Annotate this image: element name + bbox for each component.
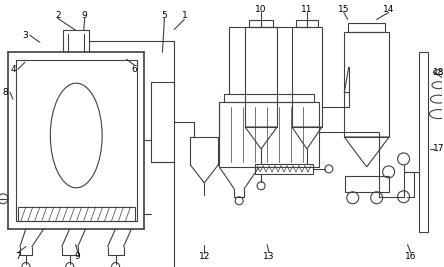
Text: 16: 16 bbox=[405, 252, 416, 261]
Text: 7: 7 bbox=[15, 252, 21, 261]
Bar bbox=[224, 94, 314, 102]
Text: 9: 9 bbox=[75, 252, 81, 261]
Bar bbox=[292, 28, 322, 127]
Bar bbox=[296, 20, 318, 28]
Text: 11: 11 bbox=[301, 5, 313, 14]
Text: 15: 15 bbox=[338, 5, 349, 14]
Text: 17: 17 bbox=[433, 144, 444, 154]
Text: 18: 18 bbox=[433, 68, 444, 77]
Text: 1: 1 bbox=[182, 11, 187, 20]
Text: 14: 14 bbox=[383, 5, 394, 14]
Bar bbox=[348, 23, 385, 32]
Text: 8: 8 bbox=[2, 88, 8, 97]
Bar bbox=[18, 207, 135, 221]
Bar bbox=[219, 102, 319, 167]
Bar bbox=[419, 52, 428, 232]
Text: 12: 12 bbox=[198, 252, 210, 261]
Text: 4: 4 bbox=[10, 65, 16, 74]
Bar bbox=[344, 32, 389, 137]
Text: 3: 3 bbox=[22, 31, 28, 40]
Text: 13: 13 bbox=[263, 252, 275, 261]
Text: 10: 10 bbox=[255, 5, 267, 14]
Bar bbox=[249, 20, 273, 28]
Text: 9: 9 bbox=[82, 11, 87, 20]
Text: 6: 6 bbox=[132, 65, 137, 74]
Bar bbox=[345, 176, 388, 192]
Text: 2: 2 bbox=[55, 11, 61, 20]
Bar bbox=[245, 28, 277, 127]
Text: 5: 5 bbox=[162, 11, 167, 20]
